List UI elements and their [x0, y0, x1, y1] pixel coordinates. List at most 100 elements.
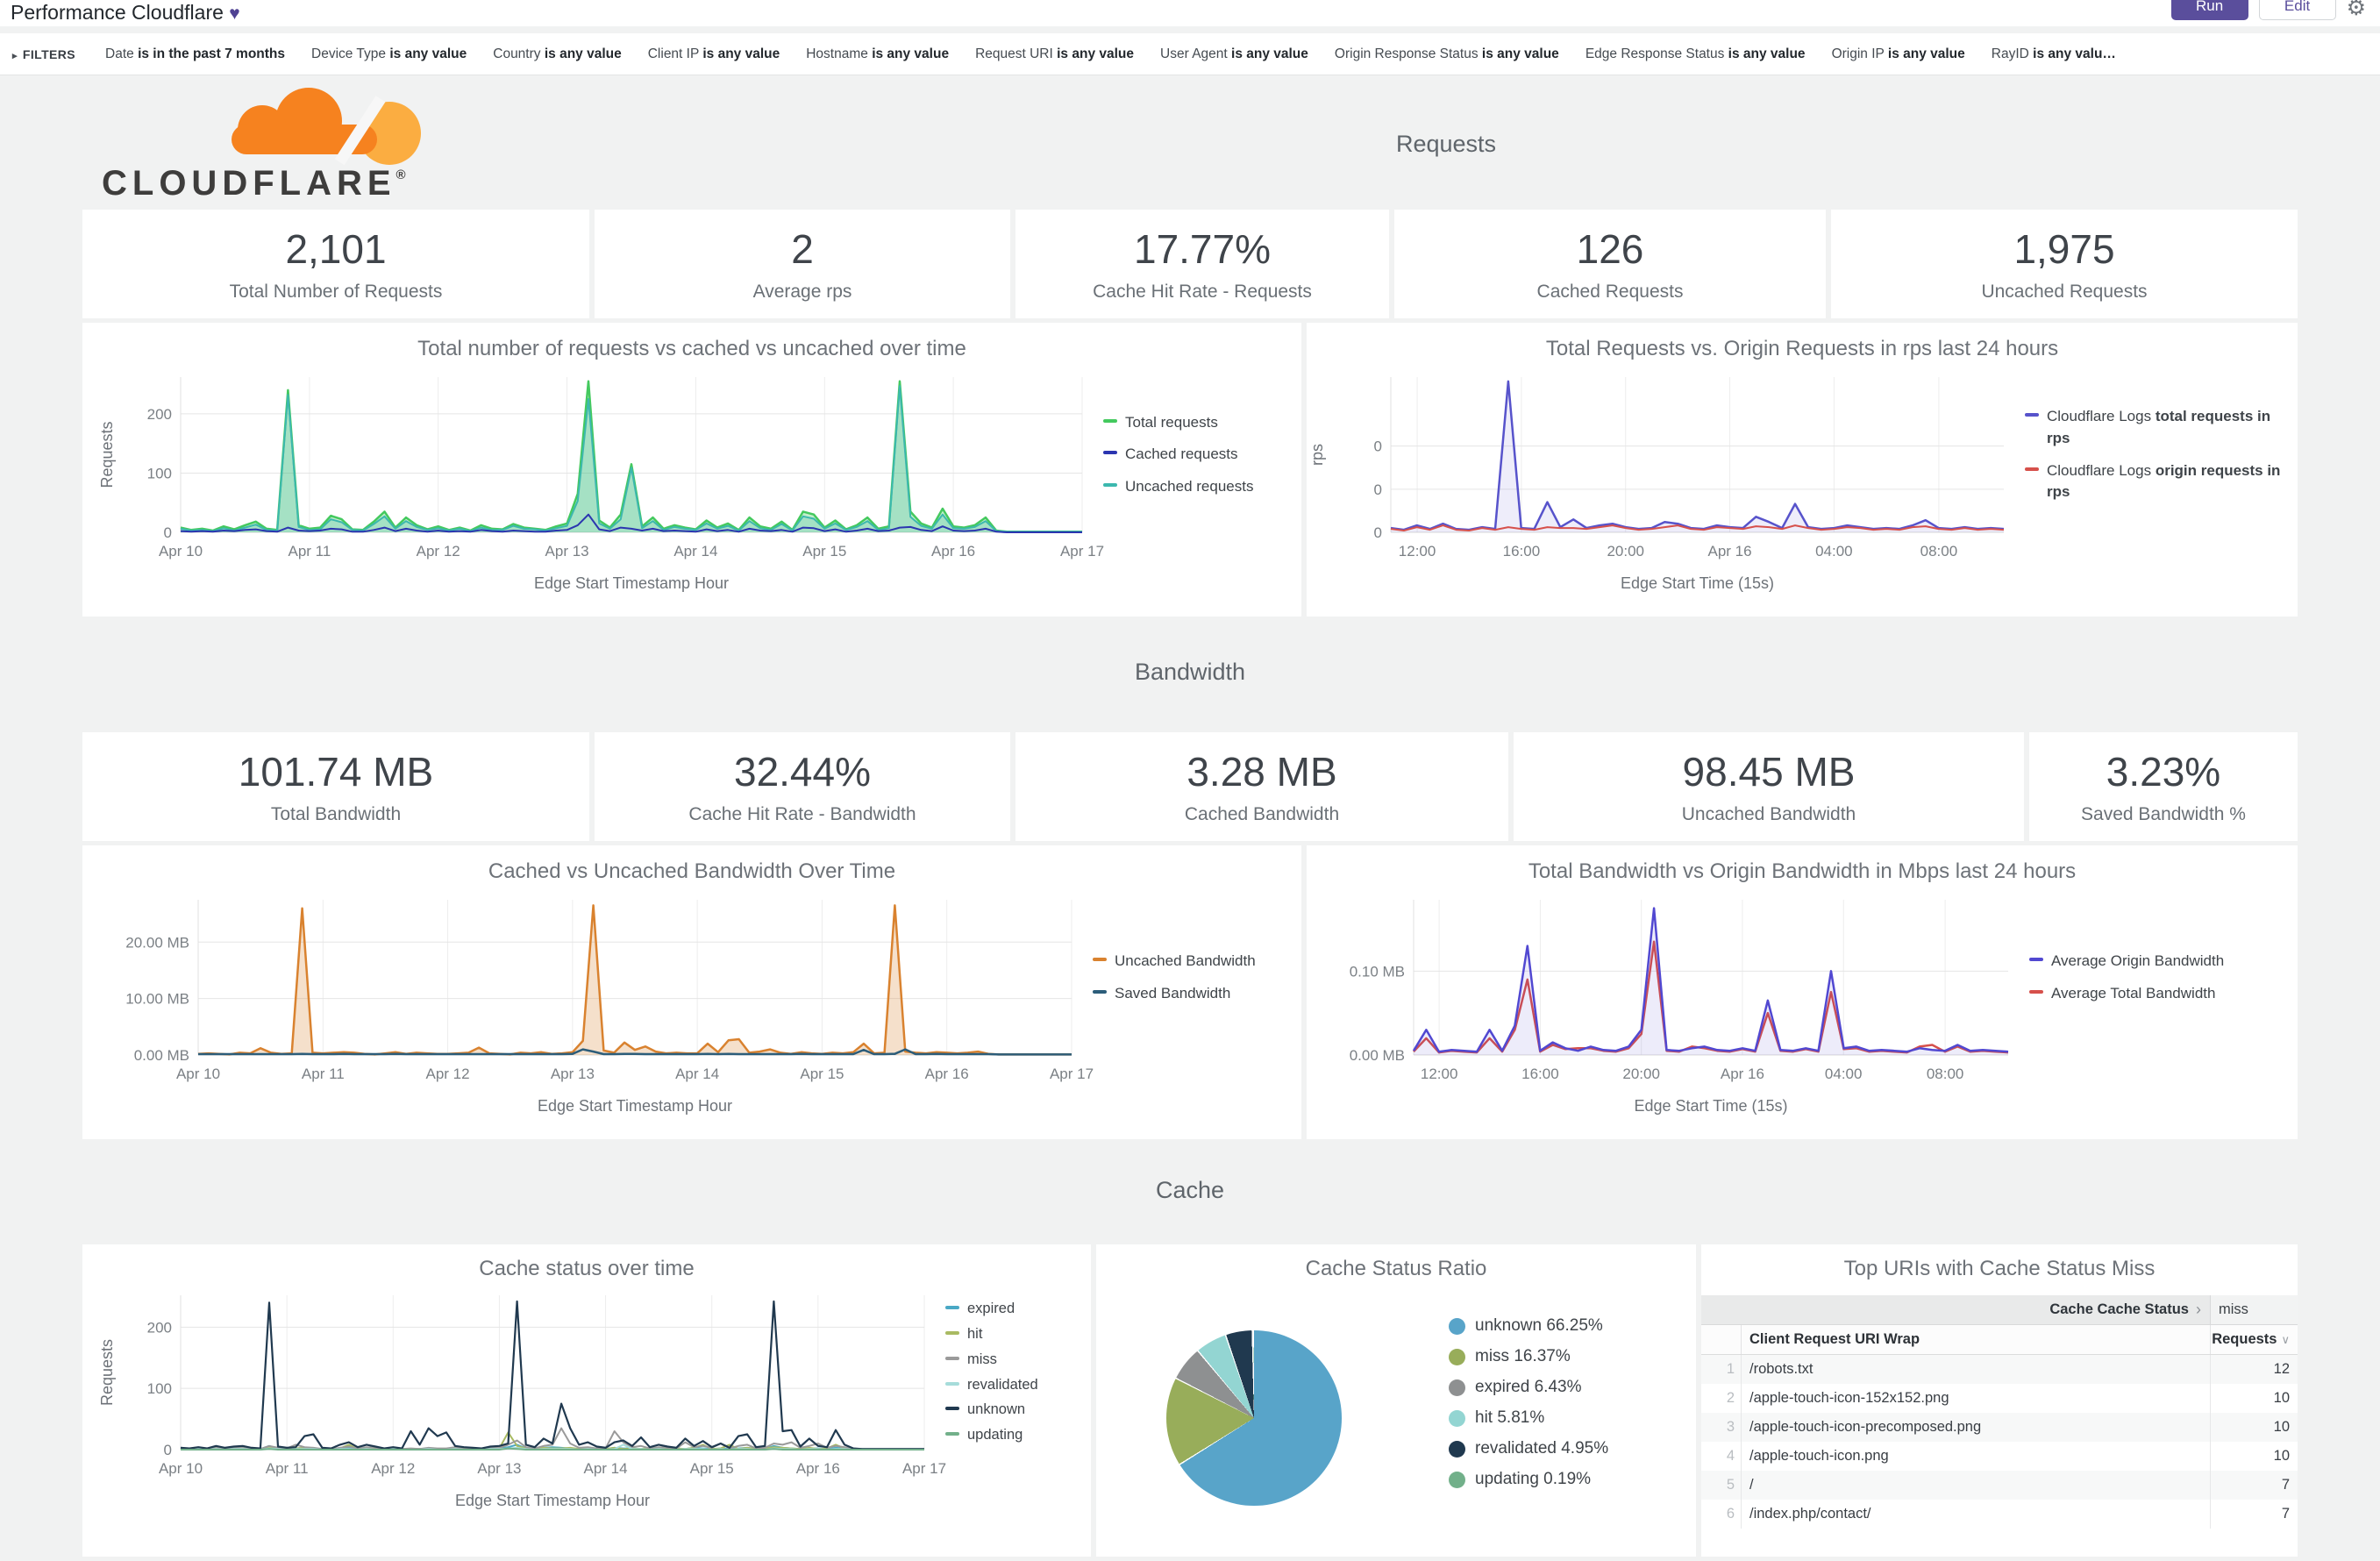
- table-row[interactable]: 3/apple-touch-icon-precomposed.png 10: [1701, 1413, 2298, 1442]
- kpi-cache-hit-rate-requests[interactable]: 17.77% Cache Hit Rate - Requests: [1015, 210, 1389, 318]
- legend-item[interactable]: Cloudflare Logs total requests in rps: [2025, 406, 2289, 449]
- table-row[interactable]: 6/index.php/contact/7: [1701, 1500, 2298, 1529]
- svg-text:100: 100: [147, 1380, 172, 1397]
- pie-legend-label: expired 6.43%: [1475, 1378, 1582, 1396]
- pie-legend-item-revalidated[interactable]: revalidated 4.95%: [1449, 1439, 1608, 1458]
- uri-cell[interactable]: /apple-touch-icon-152x152.png: [1749, 1390, 1949, 1406]
- filter-chip-device-type[interactable]: Device Type is any value: [311, 46, 467, 61]
- table-row[interactable]: 1/robots.txt 12: [1701, 1355, 2298, 1384]
- legend-label: Cached requests: [1125, 445, 1238, 463]
- legend-item[interactable]: Average Total Bandwidth: [2029, 983, 2289, 1005]
- requests-over-time-plot[interactable]: Apr 10 Apr 11 Apr 12 Apr 13 Apr 14 Apr 15 Apr …: [82, 323, 1301, 617]
- legend-item[interactable]: Cached requests: [1103, 444, 1293, 466]
- run-button[interactable]: Run: [2170, 0, 2248, 20]
- chart-cache-status-ratio[interactable]: Cache Status Ratio unknown 66.25% miss 16…: [1096, 1244, 1696, 1557]
- kpi-total-number-of-requests[interactable]: 2,101 Total Number of Requests: [82, 210, 589, 318]
- edit-button[interactable]: Edit: [2258, 0, 2336, 20]
- svg-text:0.00 MB: 0.00 MB: [1350, 1047, 1405, 1064]
- svg-text:Apr 15: Apr 15: [800, 1066, 844, 1082]
- chart-requests-over-time[interactable]: Total number of requests vs cached vs un…: [82, 323, 1301, 617]
- pie-legend-item-updating[interactable]: updating 0.19%: [1449, 1470, 1608, 1489]
- pie-legend-label: miss 16.37%: [1475, 1347, 1571, 1365]
- svg-text:Apr 15: Apr 15: [802, 543, 846, 560]
- kpi-saved-bandwidth-[interactable]: 3.23% Saved Bandwidth %: [2029, 732, 2298, 841]
- chart-cache-status-over-time[interactable]: Cache status over time Apr 10 Apr 11 Apr 1…: [82, 1244, 1091, 1557]
- legend-item[interactable]: Cloudflare Logs origin requests in rps: [2025, 460, 2289, 503]
- legend-item[interactable]: hit: [945, 1324, 1082, 1345]
- chart-rps-last-24h[interactable]: Total Requests vs. Origin Requests in rp…: [1307, 323, 2298, 617]
- pie-legend-item-unknown[interactable]: unknown 66.25%: [1449, 1316, 1608, 1336]
- filters-toggle[interactable]: ▸ FILTERS: [12, 47, 75, 61]
- filter-chip-request-uri[interactable]: Request URI is any value: [975, 46, 1135, 61]
- legend-label: revalidated: [967, 1376, 1038, 1393]
- column-header-requests[interactable]: Requests ∨: [2210, 1325, 2298, 1354]
- kpi-cache-hit-rate-bandwidth[interactable]: 32.44% Cache Hit Rate - Bandwidth: [595, 732, 1010, 841]
- uri-cell[interactable]: /robots.txt: [1749, 1361, 1814, 1377]
- legend-item[interactable]: unknown: [945, 1400, 1082, 1421]
- requests-cell[interactable]: 10: [2210, 1413, 2298, 1442]
- filter-chip-client-ip[interactable]: Client IP is any value: [647, 46, 780, 61]
- chart-bandwidth-over-time[interactable]: Cached vs Uncached Bandwidth Over Time A…: [82, 845, 1301, 1139]
- requests-header-row: CLOUDFLARE® Requests: [82, 82, 2298, 205]
- row-number: 3: [1701, 1413, 1742, 1442]
- legend-item[interactable]: miss: [945, 1350, 1082, 1371]
- svg-text:Apr 16: Apr 16: [925, 1066, 969, 1082]
- table-row[interactable]: 4/apple-touch-icon.png 10: [1701, 1442, 2298, 1471]
- legend-item[interactable]: Uncached Bandwidth: [1093, 951, 1293, 973]
- filter-chip-origin-response-status[interactable]: Origin Response Status is any value: [1334, 46, 1559, 61]
- legend-item[interactable]: Saved Bandwidth: [1093, 983, 1293, 1005]
- table-top-uris-cache-miss[interactable]: Top URIs with Cache Status Miss Cache Ca…: [1701, 1244, 2298, 1557]
- requests-cell[interactable]: 7: [2210, 1500, 2298, 1529]
- pie-legend-label: updating 0.19%: [1475, 1470, 1592, 1488]
- uri-cell[interactable]: /index.php/contact/: [1749, 1506, 1871, 1522]
- filter-chip-user-agent[interactable]: User Agent is any value: [1160, 46, 1308, 61]
- kpi-cached-requests[interactable]: 126 Cached Requests: [1394, 210, 1826, 318]
- kpi-uncached-bandwidth[interactable]: 98.45 MB Uncached Bandwidth: [1514, 732, 2024, 841]
- legend-item[interactable]: expired: [945, 1299, 1082, 1320]
- kpi-cached-bandwidth[interactable]: 3.28 MB Cached Bandwidth: [1015, 732, 1508, 841]
- gear-icon[interactable]: ⚙: [2346, 0, 2366, 20]
- table-row[interactable]: 2/apple-touch-icon-152x152.png 10: [1701, 1384, 2298, 1413]
- pie-chart[interactable]: [1166, 1330, 1342, 1506]
- pivot-group-header[interactable]: Cache Cache Status ›: [1701, 1295, 2210, 1324]
- filter-chip-hostname[interactable]: Hostname is any value: [806, 46, 950, 61]
- filter-chip-country[interactable]: Country is any value: [493, 46, 622, 61]
- cache-status-over-time-plot[interactable]: Apr 10 Apr 11 Apr 12 Apr 13 Apr 14 Apr 15 Apr …: [82, 1244, 1091, 1557]
- legend-label: Saved Bandwidth: [1115, 984, 1231, 1001]
- requests-cell[interactable]: 12: [2210, 1355, 2298, 1384]
- kpi-average-rps[interactable]: 2 Average rps: [595, 210, 1010, 318]
- column-header-uri[interactable]: Client Request URI Wrap: [1749, 1331, 1920, 1347]
- pie-legend-item-expired[interactable]: expired 6.43%: [1449, 1378, 1608, 1397]
- kpi-total-bandwidth[interactable]: 101.74 MB Total Bandwidth: [82, 732, 589, 841]
- filter-chip-edge-response-status[interactable]: Edge Response Status is any value: [1585, 46, 1806, 61]
- section-title-cache: Cache: [1155, 1176, 1225, 1203]
- legend-item[interactable]: revalidated: [945, 1375, 1082, 1396]
- filter-chip-rayid[interactable]: RayID is any valu…: [1991, 46, 2116, 61]
- rps-last-24h-plot[interactable]: 12:00 16:00 20:00 Apr 16 04:00 08:00 0 0 0 Edge S…: [1307, 323, 2298, 617]
- chart-title: Total Requests vs. Origin Requests in rp…: [1545, 337, 2059, 360]
- bandwidth-over-time-plot[interactable]: Apr 10 Apr 11 Apr 12 Apr 13 Apr 14 Apr 15 Apr …: [82, 845, 1301, 1139]
- pivot-value-cell[interactable]: miss: [2210, 1295, 2298, 1324]
- kpi-value: 98.45 MB: [1682, 749, 1856, 795]
- requests-cell[interactable]: 10: [2210, 1442, 2298, 1471]
- requests-cell[interactable]: 7: [2210, 1471, 2298, 1500]
- legend-item[interactable]: Total requests: [1103, 412, 1293, 434]
- mbps-last-24h-plot[interactable]: 12:00 16:00 20:00 Apr 16 04:00 08:00 0.00 MB 0.…: [1307, 845, 2298, 1139]
- pie-legend-item-miss[interactable]: miss 16.37%: [1449, 1347, 1608, 1366]
- uri-cell[interactable]: /: [1749, 1477, 1754, 1493]
- uri-cell[interactable]: /apple-touch-icon.png: [1749, 1448, 1889, 1464]
- uri-cell[interactable]: /apple-touch-icon-precomposed.png: [1749, 1419, 1982, 1435]
- legend-item[interactable]: Average Origin Bandwidth: [2029, 951, 2289, 973]
- filter-chip-origin-ip[interactable]: Origin IP is any value: [1831, 46, 1965, 61]
- svg-text:rps: rps: [1308, 444, 1326, 466]
- svg-text:12:00: 12:00: [1399, 543, 1436, 560]
- table-row[interactable]: 5 / 7: [1701, 1471, 2298, 1500]
- requests-cell[interactable]: 10: [2210, 1384, 2298, 1413]
- svg-text:100: 100: [147, 465, 172, 481]
- filter-chip-date[interactable]: Date is in the past 7 months: [105, 46, 286, 61]
- legend-item[interactable]: Uncached requests: [1103, 476, 1293, 498]
- kpi-uncached-requests[interactable]: 1,975 Uncached Requests: [1831, 210, 2298, 318]
- pie-legend-item-hit[interactable]: hit 5.81%: [1449, 1408, 1608, 1428]
- legend-item[interactable]: updating: [945, 1425, 1082, 1446]
- chart-mbps-last-24h[interactable]: Total Bandwidth vs Origin Bandwidth in M…: [1307, 845, 2298, 1139]
